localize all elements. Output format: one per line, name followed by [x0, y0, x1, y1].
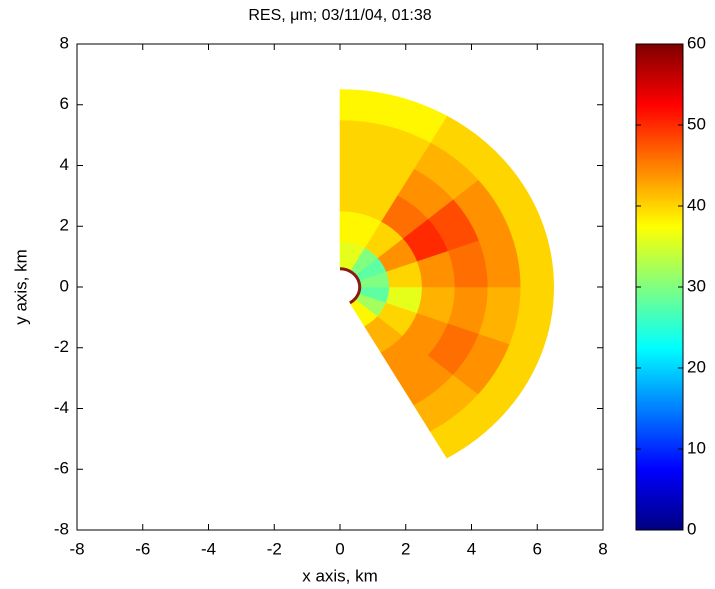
x-tick-label: -8: [69, 539, 84, 558]
x-tick-label: 2: [401, 539, 410, 558]
x-tick-label: -6: [135, 539, 150, 558]
y-tick-label: 0: [60, 276, 69, 295]
y-tick-label: 6: [60, 94, 69, 113]
y-tick-label: 2: [60, 216, 69, 235]
heat-cell: [339, 89, 448, 143]
colorbar-tick-label: 0: [687, 519, 696, 538]
y-tick-label: 8: [60, 33, 69, 52]
colorbar: [635, 43, 684, 531]
x-tick-label: 0: [335, 539, 344, 558]
inner-ring: [339, 267, 362, 305]
x-axis-label: x axis, km: [302, 566, 378, 585]
colorbar-tick-label: 10: [687, 438, 706, 457]
x-tick-label: -4: [201, 539, 216, 558]
colorbar-tick-label: 20: [687, 357, 706, 376]
x-tick-label: 6: [533, 539, 542, 558]
y-tick-label: -6: [54, 459, 69, 478]
x-tick-label: -2: [267, 539, 282, 558]
colorbar-tick-label: 40: [687, 195, 706, 214]
colorbar-tick-label: 50: [687, 114, 706, 133]
chart-title: RES, μm; 03/11/04, 01:38: [248, 7, 431, 24]
x-tick-label: 4: [467, 539, 476, 558]
y-tick-label: -8: [54, 519, 69, 538]
y-tick-label: 4: [60, 155, 69, 174]
y-axis-label: y axis, km: [11, 249, 30, 325]
y-tick-label: -2: [54, 337, 69, 356]
x-tick-label: 8: [598, 539, 607, 558]
colorbar-tick-label: 30: [687, 276, 706, 295]
colorbar-tick-label: 60: [687, 33, 706, 52]
y-tick-label: -4: [54, 398, 69, 417]
